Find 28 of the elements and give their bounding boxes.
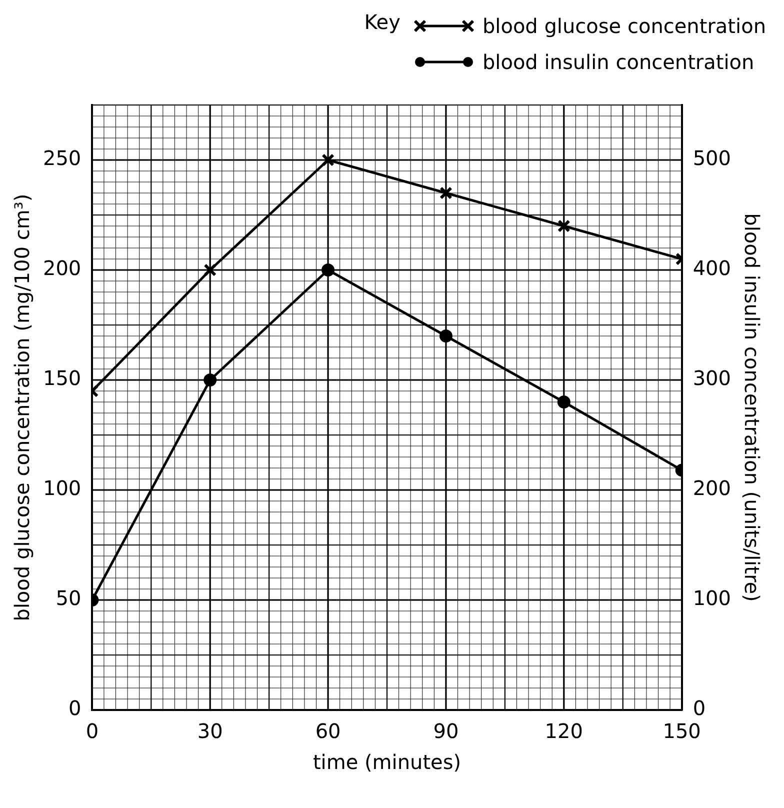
y-tick-label: 150 bbox=[42, 366, 82, 390]
point bbox=[440, 186, 452, 200]
y-tick-label: 200 bbox=[42, 256, 82, 280]
y2-axis-title: blood insulin concentration (units/litre) bbox=[740, 213, 764, 602]
y2-tick-label: 400 bbox=[692, 256, 732, 280]
legend-label: blood glucose concentration bbox=[482, 14, 766, 38]
x-tick-label: 150 bbox=[662, 719, 701, 744]
x-tick-label: 90 bbox=[433, 719, 459, 744]
y-tick-label: 250 bbox=[42, 146, 82, 170]
y-tick-label: 50 bbox=[56, 586, 82, 610]
x-axis-title: time (minutes) bbox=[312, 750, 462, 774]
x-tick-label: 60 bbox=[315, 719, 341, 744]
point bbox=[439, 330, 452, 342]
y-tick-label: 100 bbox=[42, 476, 82, 500]
y-axis-title: blood glucose concentration (mg/100 cm³) bbox=[10, 194, 34, 622]
x-tick-label: 0 bbox=[86, 719, 99, 744]
y2-tick-label: 300 bbox=[692, 366, 732, 390]
legend-title: Key bbox=[364, 10, 400, 36]
y2-tick-label: 0 bbox=[692, 696, 706, 720]
x-tick-label: 30 bbox=[197, 719, 223, 744]
point bbox=[322, 154, 334, 166]
x-tick-label: 120 bbox=[544, 719, 583, 744]
y2-tick-label: 200 bbox=[692, 476, 732, 500]
point bbox=[322, 264, 335, 276]
y2-tick-label: 500 bbox=[692, 146, 732, 170]
y-tick-label: 0 bbox=[68, 696, 82, 720]
legend-label: blood insulin concentration bbox=[482, 50, 754, 74]
y2-tick-label: 100 bbox=[692, 586, 732, 610]
